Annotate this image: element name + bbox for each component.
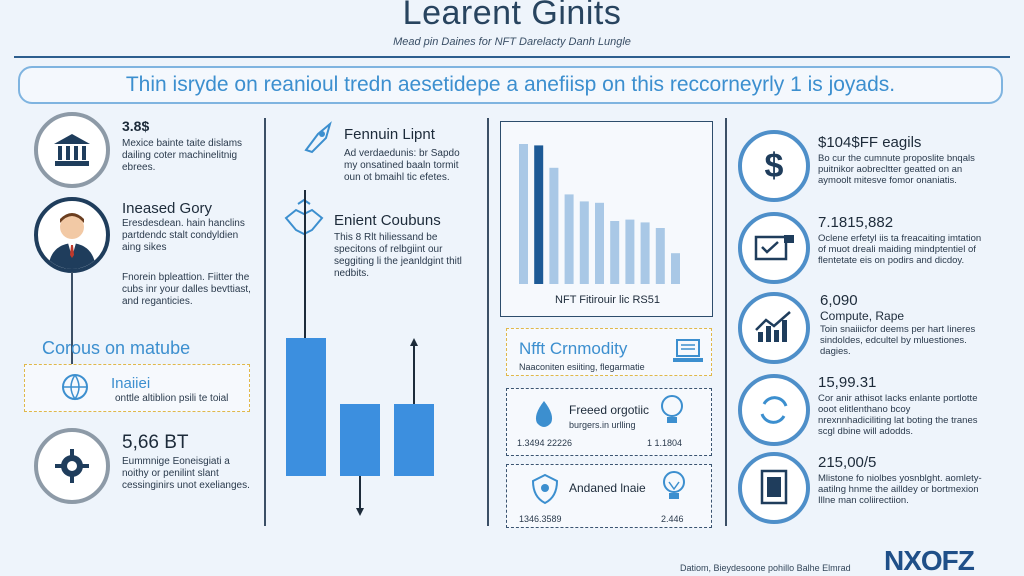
right-item2-value: 7.1815,882 — [818, 214, 894, 231]
document-icon — [738, 452, 810, 524]
intro-banner: Thin isryde on reanioul tredn aesetidepe… — [18, 66, 1003, 104]
rocket-icon — [304, 121, 332, 154]
left-item4-value: 5,66 BT — [122, 432, 189, 453]
center-box-3: Andaned lnaie 1346.3589 2.446 — [506, 464, 712, 528]
nft-box-text: Naaconiten esiiting, flegarmatie — [519, 362, 645, 372]
avatar — [34, 197, 110, 273]
chart-bar-10 — [655, 228, 665, 284]
gear-icon — [34, 428, 110, 504]
column-divider-3 — [725, 118, 727, 526]
globe-hand-icon — [62, 374, 88, 401]
bank-icon — [34, 112, 110, 188]
right-item5-text: Mlistone fo niolbes yosnblght. aomlety-a… — [818, 473, 982, 506]
center-box3-left-val: 1346.3589 — [519, 514, 562, 524]
bar-chart — [519, 144, 680, 284]
candle-arrow-up — [410, 338, 418, 346]
center-box2-head: Freeed orgotiic — [569, 403, 650, 417]
right-item1-text: Bo cur the cumnute proposlite bnqals pui… — [818, 153, 975, 186]
chart-bar-9 — [640, 222, 650, 284]
chart-bar-11 — [671, 253, 680, 284]
bar-chart-panel: NFT Fitirouir lic RS51 — [500, 121, 713, 317]
banner-text: Thin isryde on reanioul tredn aesetidepe… — [125, 73, 896, 96]
left-item4-text: Eummnige Eoneisgiati a noithy or penilin… — [122, 456, 250, 491]
page-title: Learent Ginits — [402, 0, 622, 32]
right-item3-head: Compute, Rape — [820, 309, 905, 323]
column-divider-1 — [264, 118, 266, 526]
candle-body-1 — [286, 338, 326, 476]
chart-bar-4 — [564, 194, 574, 284]
center-box-2: Freeed orgotiic burgers.in urlling 1.349… — [506, 388, 712, 456]
right-item4-text: Cor anir athisot lacks enlante portlotte… — [818, 393, 978, 437]
left-item2-head: Ineased Gory — [122, 200, 213, 217]
right-item3-value: 6,090 — [820, 292, 858, 309]
left-box-head: Inaiiei — [111, 375, 151, 392]
lamp-icon — [663, 471, 685, 499]
center-box2-left-val: 1.3494 22226 — [517, 438, 573, 448]
center-box3-right-val: 2.446 — [661, 514, 684, 524]
candle-body-2 — [340, 404, 380, 476]
dollar-icon: $ — [738, 130, 810, 202]
chart-bar-5 — [579, 201, 589, 284]
header-divider — [14, 56, 1010, 58]
left-item3-text: Fnorein bpleattion. Fiitter the cubs inr… — [122, 272, 251, 307]
lightbulb-icon — [661, 395, 683, 423]
left-connector — [71, 272, 73, 412]
center-box3-head: Andaned lnaie — [569, 481, 646, 495]
mid-item1-text: Ad verdaedunis: br Sapdo my onsatined ba… — [344, 148, 460, 183]
left-section-head: Corous on matube — [42, 338, 191, 358]
chart-bar-6 — [595, 202, 604, 284]
chart-bar-1 — [519, 144, 528, 284]
right-item1-value: $104$FF eagils — [818, 134, 922, 151]
mid-item2-head: Enient Coubuns — [334, 212, 441, 229]
chart-bar-3 — [549, 167, 559, 284]
chart-bar-8 — [625, 219, 635, 284]
right-item3-text: Toin snaiiicfor deems per hart Iineres s… — [820, 324, 976, 357]
right-item4-value: 15,99.31 — [818, 374, 877, 391]
mid-item1-head: Fennuin Lipnt — [344, 126, 435, 143]
drop-icon — [535, 401, 553, 427]
left-item1-value: 3.8$ — [122, 118, 150, 134]
candle-body-3 — [394, 404, 434, 476]
candle-chart — [286, 190, 434, 516]
center-box2-right-val: 1 1.1804 — [647, 438, 683, 448]
left-item2-text: Eresdesdean. hain hanclins partdendc sta… — [122, 218, 245, 253]
left-box-text: onttle altiblion psili te toial — [115, 393, 229, 404]
refresh-icon — [738, 374, 810, 446]
candle-arrow-down — [356, 508, 364, 516]
laptop-icon — [673, 339, 703, 362]
center-box2-sub: burgers.in urlling — [569, 420, 636, 430]
chart-xlabel: NFT Fitirouir lic RS51 — [555, 294, 660, 306]
right-item5-value: 215,00/5 — [818, 454, 877, 471]
right-item2-text: Oclene erfetyl iis ta freacaiting imtati… — [818, 233, 982, 266]
chart-bar-7 — [610, 221, 620, 284]
left-item1-text: Mexice bainte taite dislams dailing cote… — [122, 138, 243, 173]
trend-chart-icon — [738, 292, 810, 364]
check-card-icon — [738, 212, 810, 284]
page-subtitle: Mead pin Daines for NFT Darelacty Danh L… — [393, 36, 631, 48]
shield-icon — [531, 473, 559, 505]
mid-item2-text: This 8 Rlt hiliessand be specitons of re… — [334, 232, 462, 279]
nft-box-head: Nfft Crnmodity — [519, 339, 628, 358]
column-divider-2 — [487, 118, 489, 526]
footer-text: Datiom, Bieydesoone pohillo Balhe Elmrad — [680, 563, 851, 573]
nft-commodity-box: Nfft Crnmodity Naaconiten esiiting, fleg… — [506, 328, 712, 376]
chart-bar-2 — [534, 145, 544, 284]
left-info-box: Inaiiei onttle altiblion psili te toial — [24, 364, 250, 412]
brand-logo: NXOFZ — [884, 545, 975, 576]
